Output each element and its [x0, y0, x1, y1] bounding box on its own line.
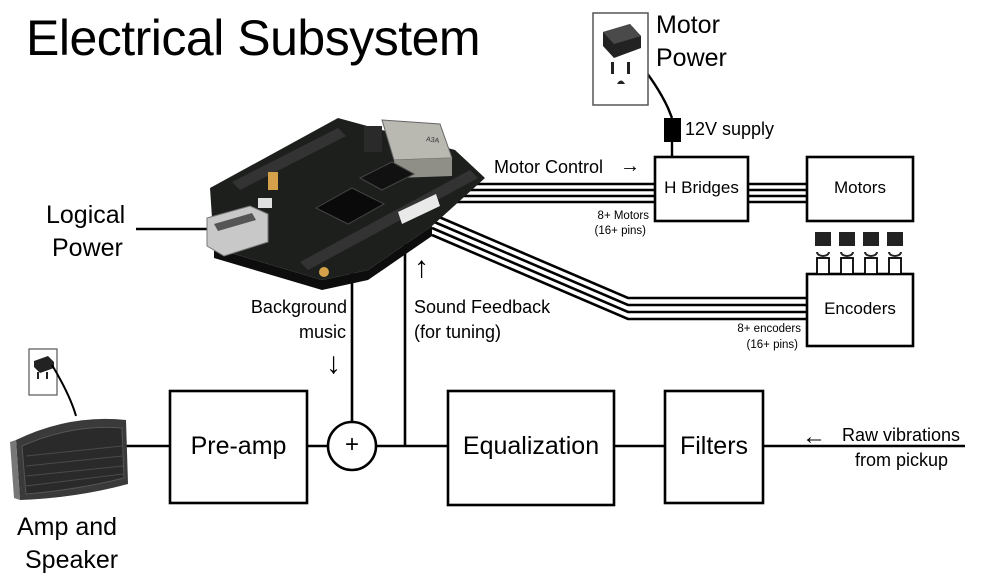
background-music-arrow: ↓: [326, 347, 341, 380]
equalization-label: Equalization: [462, 432, 600, 460]
supply-12v-label: 12V supply: [685, 119, 775, 139]
sound-feedback-line2: (for tuning): [414, 322, 502, 342]
motor-power-label-line1: Motor: [656, 11, 720, 39]
encoders-label: Encoders: [824, 299, 896, 318]
amp-speaker-line2: Speaker: [25, 546, 119, 574]
sound-feedback-line1: Sound Feedback: [414, 297, 551, 317]
motor-encoder-couplings: [815, 232, 903, 275]
logical-power-line1: Logical: [46, 201, 126, 229]
wall-outlet-icon: [28, 348, 58, 396]
sound-feedback-arrow: ↑: [414, 251, 429, 284]
encoders-count-line2: (16+ pins): [746, 339, 798, 351]
h-bridges-block: [653, 155, 750, 223]
motor-control-arrow: →: [620, 155, 640, 177]
board-to-hbridge-bundle: [455, 182, 655, 204]
background-music-line1: Background: [250, 297, 347, 317]
motors-count-line2: (16+ pins): [594, 225, 646, 237]
pre-amp-label: Pre-amp: [190, 432, 287, 460]
hbridge-to-motors-bundle: [748, 182, 807, 204]
motors-count-line1: 8+ Motors: [597, 210, 649, 222]
filters-label: Filters: [679, 432, 749, 460]
equalization-block: [446, 389, 616, 507]
filters-block: [663, 389, 765, 505]
motors-block: [805, 155, 915, 223]
pre-amp-block: [168, 389, 309, 505]
summer-label: +: [344, 431, 359, 458]
dc-plug-icon: [664, 118, 681, 142]
encoders-count-line1: 8+ encoders: [737, 323, 801, 335]
board-to-encoders-bundle: [431, 212, 807, 321]
raw-vibrations-line2: from pickup: [855, 450, 949, 470]
wall-outlet-icon: [592, 12, 649, 106]
background-music-line2: music: [298, 322, 346, 342]
speaker-icon: [10, 418, 128, 500]
raw-vibrations-line1: Raw vibrations: [842, 425, 961, 445]
motor-power-label-line2: Power: [656, 44, 727, 72]
encoders-block: [805, 272, 915, 348]
raw-vibrations-arrow: ←: [802, 423, 826, 450]
amp-speaker-line1: Amp and: [17, 513, 118, 541]
beaglebone-board-icon: [206, 118, 485, 290]
page-title: Electrical Subsystem: [26, 10, 481, 66]
motor-control-label: Motor Control: [494, 157, 604, 177]
motors-label: Motors: [834, 178, 886, 197]
amp-power-cable: [51, 364, 77, 417]
summer-node: [326, 420, 378, 472]
logical-power-line2: Power: [52, 234, 123, 262]
h-bridges-label: H Bridges: [664, 178, 739, 197]
